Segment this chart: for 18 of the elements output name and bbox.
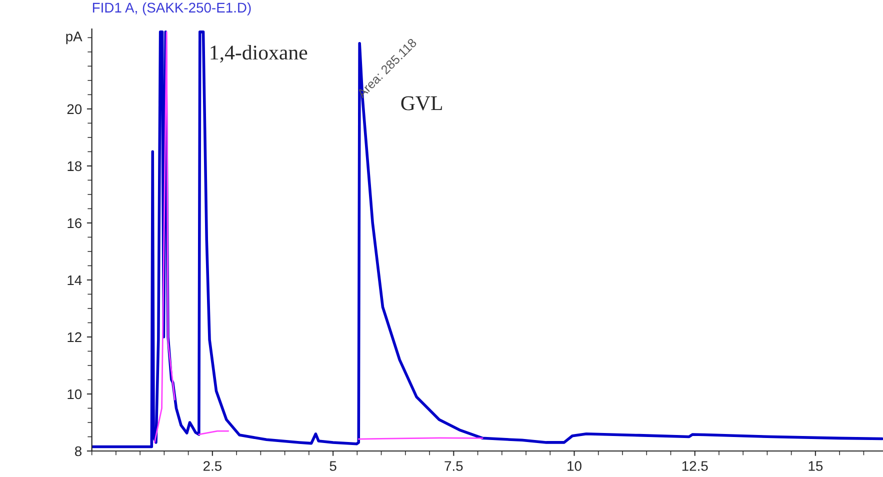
x-tick-label: 7.5 [444, 461, 463, 471]
x-tick-label: 5 [330, 461, 336, 471]
y-axis-title: pA [66, 32, 82, 44]
x-tick-label: 10 [568, 461, 582, 471]
y-tick-label: 18 [68, 161, 82, 172]
annotation: 1,4-dioxane [210, 44, 308, 63]
x-tick-label: 15 [808, 461, 823, 471]
x-tick-label: 12.5 [682, 461, 708, 471]
y-tick-label: 14 [68, 275, 82, 285]
chart-title: FID1 A, (SAKK-250-E1.D) [92, 2, 251, 16]
y-tick-label: 12 [68, 332, 82, 342]
annotation: GVL [401, 96, 442, 110]
x-tick-label: 2.5 [203, 461, 222, 471]
y-tick-label: 20 [67, 104, 82, 114]
line-series [154, 31, 176, 444]
y-tick-label: 10 [68, 389, 82, 400]
y-tick-label: 16 [68, 218, 82, 228]
y-tick-label: 8 [74, 446, 82, 456]
